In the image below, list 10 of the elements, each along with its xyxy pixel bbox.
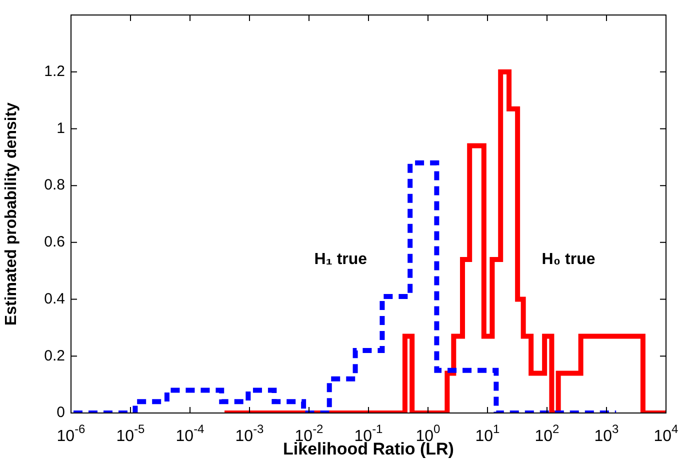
y-tick-label: 0.2 bbox=[44, 347, 65, 364]
y-tick-label: 0 bbox=[56, 404, 65, 422]
y-axis-title: Estimated probability density bbox=[3, 102, 20, 326]
y-tick-label: 1 bbox=[56, 120, 65, 137]
text: H₁ true bbox=[314, 250, 368, 268]
y-tick-label: 1.2 bbox=[44, 63, 65, 80]
series-label: H₀ true bbox=[542, 250, 596, 268]
y-tick-label: 0.6 bbox=[44, 234, 65, 251]
y-tick-label: 0.4 bbox=[44, 290, 65, 308]
y-tick-label: 0.8 bbox=[44, 176, 65, 194]
